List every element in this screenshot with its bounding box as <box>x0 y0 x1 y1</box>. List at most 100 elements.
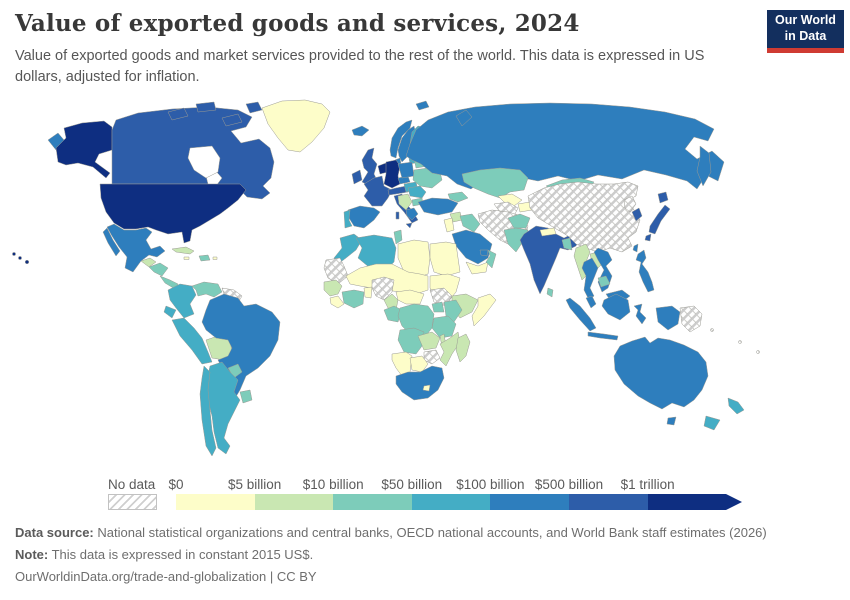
region-south-africa[interactable] <box>395 365 445 401</box>
region-greenland[interactable] <box>261 99 331 153</box>
region-portugal[interactable] <box>343 209 353 229</box>
region-bangladesh[interactable] <box>561 237 573 251</box>
region-hawaii-1[interactable] <box>12 252 16 256</box>
region-botswana[interactable] <box>409 355 429 373</box>
region-libya[interactable] <box>397 239 431 279</box>
region-georgia-azerbaijan[interactable] <box>447 191 469 203</box>
legend-bin-7[interactable] <box>647 494 727 510</box>
legend-bin-5[interactable] <box>490 494 569 510</box>
region-oman[interactable] <box>485 249 497 269</box>
region-novaya-zemlya[interactable] <box>455 109 473 127</box>
region-norway[interactable] <box>389 119 413 159</box>
region-hawaii-3[interactable] <box>24 259 30 265</box>
region-uzbekistan[interactable] <box>497 193 523 207</box>
region-mexico[interactable] <box>106 223 166 273</box>
region-yemen[interactable] <box>465 261 489 275</box>
region-argentina[interactable] <box>205 361 241 455</box>
region-lesotho[interactable] <box>422 384 431 392</box>
region-ecuador[interactable] <box>163 305 177 319</box>
owid-logo[interactable]: Our World in Data <box>767 10 844 53</box>
legend-bin-4[interactable] <box>411 494 491 510</box>
region-pacific-island-3[interactable] <box>756 350 760 354</box>
region-israel-jordan[interactable] <box>443 217 455 233</box>
region-thailand[interactable] <box>581 257 599 301</box>
legend-bin-6[interactable] <box>568 494 648 510</box>
region-cuba[interactable] <box>171 246 195 255</box>
region-chile[interactable] <box>199 365 217 457</box>
region-uganda[interactable] <box>431 301 445 313</box>
license-line[interactable]: OurWorldinData.org/trade-and-globalizati… <box>15 568 317 584</box>
region-indonesia-sumatra[interactable] <box>565 297 597 332</box>
region-iraq[interactable] <box>459 213 481 233</box>
region-taiwan[interactable] <box>632 243 639 253</box>
region-russia[interactable] <box>405 102 725 190</box>
region-north-korea[interactable] <box>623 195 637 213</box>
region-iceland[interactable] <box>351 125 370 137</box>
region-colombia[interactable] <box>167 283 197 319</box>
region-australia[interactable] <box>613 336 709 410</box>
region-ireland[interactable] <box>351 169 363 185</box>
region-papua-new-guinea[interactable] <box>679 305 703 333</box>
region-nepal[interactable] <box>539 227 557 237</box>
region-indonesia-sulawesi[interactable] <box>633 303 647 325</box>
region-hawaii-2[interactable] <box>18 256 22 260</box>
region-kazakhstan[interactable] <box>461 167 529 199</box>
region-puerto-rico[interactable] <box>212 256 218 260</box>
region-western-sahara-mauritania[interactable] <box>323 257 349 285</box>
region-united-states[interactable] <box>99 183 247 244</box>
region-afghanistan[interactable] <box>507 213 531 229</box>
region-tunisia[interactable] <box>393 229 403 245</box>
legend-color-bar[interactable] <box>176 494 743 510</box>
region-angola[interactable] <box>397 327 425 355</box>
region-canada-arctic-1[interactable] <box>167 107 189 121</box>
region-france[interactable] <box>363 175 393 207</box>
region-morocco[interactable] <box>333 233 363 265</box>
region-philippines[interactable] <box>635 249 655 293</box>
region-svalbard[interactable] <box>415 100 430 111</box>
region-japan-kyushu[interactable] <box>644 233 652 242</box>
region-somalia[interactable] <box>471 293 497 327</box>
region-jamaica[interactable] <box>183 256 190 260</box>
region-sardinia[interactable] <box>395 211 400 220</box>
region-mozambique[interactable] <box>439 331 461 367</box>
region-senegal-guinea[interactable] <box>323 279 343 297</box>
region-venezuela[interactable] <box>191 281 223 298</box>
region-cambodia[interactable] <box>597 275 611 288</box>
region-canada-arctic-4[interactable] <box>245 101 263 114</box>
region-greece[interactable] <box>405 207 419 221</box>
region-central-african-republic[interactable] <box>395 289 425 305</box>
region-hispaniola[interactable] <box>198 254 211 262</box>
region-guatemala-belize[interactable] <box>140 257 157 268</box>
legend-bin-3[interactable] <box>333 494 412 510</box>
region-spain[interactable] <box>347 205 381 229</box>
region-south-korea[interactable] <box>631 207 643 222</box>
region-japan-hokkaido[interactable] <box>657 191 669 204</box>
region-zambia[interactable] <box>417 331 441 351</box>
region-japan-honshu[interactable] <box>648 204 671 235</box>
region-poland[interactable] <box>397 161 415 179</box>
region-sicily[interactable] <box>405 222 413 229</box>
region-indonesia-java[interactable] <box>587 331 619 341</box>
region-china[interactable] <box>527 181 641 253</box>
region-sri-lanka[interactable] <box>546 287 554 298</box>
region-ivory-coast-ghana[interactable] <box>341 289 365 309</box>
region-new-zealand-north[interactable] <box>727 397 745 415</box>
region-indonesia-borneo[interactable] <box>601 293 631 321</box>
region-uae[interactable] <box>479 249 489 257</box>
region-nigeria[interactable] <box>371 276 395 301</box>
region-pacific-island-1[interactable] <box>710 328 714 332</box>
region-baja-california[interactable] <box>102 227 121 257</box>
no-data-swatch[interactable] <box>108 494 157 510</box>
region-turkey[interactable] <box>417 197 459 216</box>
region-sierra-leone-liberia[interactable] <box>329 295 345 309</box>
region-alaska[interactable] <box>55 120 113 179</box>
region-switzerland-austria[interactable] <box>387 185 409 196</box>
region-saudi-arabia[interactable] <box>451 229 493 265</box>
region-germany[interactable] <box>383 159 401 189</box>
region-indonesia-west-papua[interactable] <box>655 305 681 331</box>
region-madagascar[interactable] <box>455 333 471 363</box>
region-balkans[interactable] <box>397 193 413 211</box>
legend-bin-2[interactable] <box>254 494 334 510</box>
region-egypt[interactable] <box>429 241 461 277</box>
